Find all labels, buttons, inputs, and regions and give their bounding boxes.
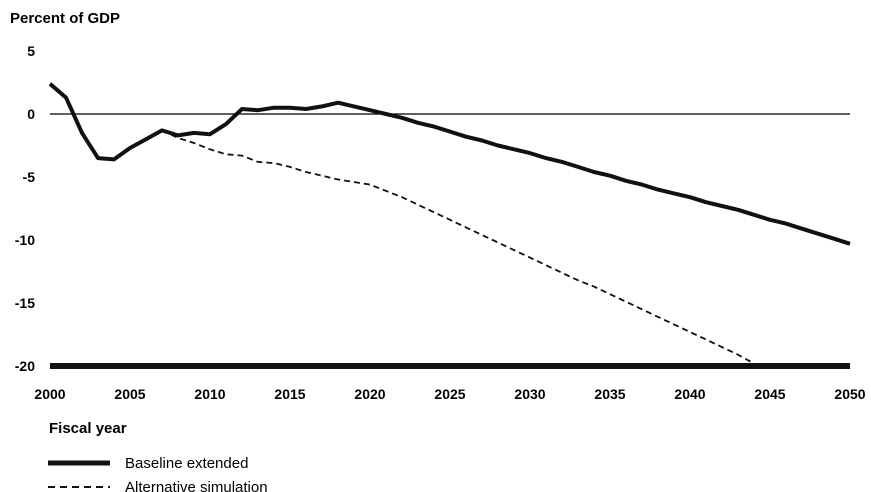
y-tick-label: -10 [15,232,35,248]
x-tick-label: 2005 [114,386,145,402]
y-tick-label: 0 [27,106,35,122]
legend-label-alternative: Alternative simulation [125,479,268,492]
x-tick-label: 2015 [274,386,305,402]
y-tick-label: -15 [15,295,35,311]
y-tick-label: -5 [23,169,36,185]
y-axis-title: Percent of GDP [10,10,120,27]
y-tick-label: -20 [15,358,35,374]
x-tick-label: 2040 [674,386,705,402]
x-tick-label: 2020 [354,386,385,402]
series-layer [50,84,850,364]
x-tick-label: 2035 [594,386,625,402]
x-tick-label: 2025 [434,386,465,402]
y-axis-ticks: 5 0 -5 -10 -15 -20 [15,43,35,374]
y-tick-label: 5 [27,43,35,59]
x-tick-label: 2000 [34,386,65,402]
legend-label-baseline: Baseline extended [125,455,248,472]
x-axis-title: Fiscal year [49,420,127,437]
x-tick-label: 2045 [754,386,785,402]
legend: Baseline extended Alternative simulation [48,455,268,492]
x-tick-label: 2010 [194,386,225,402]
x-tick-label: 2050 [834,386,865,402]
x-tick-label: 2030 [514,386,545,402]
x-axis-ticks: 2000 2005 2010 2015 2020 2025 2030 2035 2040 2045… [34,386,865,402]
series-line-alternative-simulation [162,130,754,363]
